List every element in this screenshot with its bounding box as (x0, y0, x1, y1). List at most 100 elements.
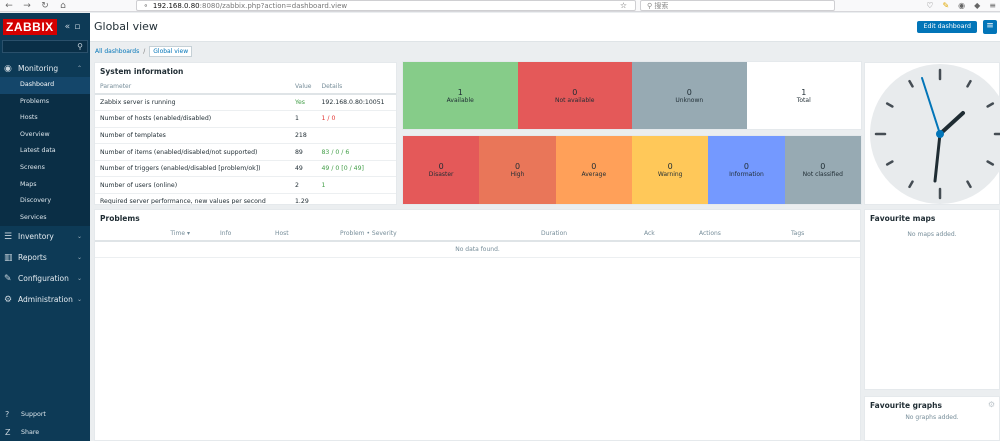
clock-tick (908, 180, 914, 189)
tile-not-available[interactable]: 0 Not available (517, 62, 632, 129)
monitoring-submenu: Dashboard Problems Hosts Overview Latest… (0, 77, 90, 227)
tile-unknown[interactable]: 0 Unknown (632, 62, 747, 129)
record-icon[interactable]: ◉ (958, 1, 966, 10)
empty-message: No graphs added. (905, 414, 959, 421)
column-header-time[interactable]: Time ▾ (95, 227, 215, 242)
clock-hour-hand (938, 111, 965, 136)
column-header: Tags (786, 227, 860, 242)
zabbix-logo[interactable]: ZABBIX (3, 18, 57, 35)
search-icon[interactable]: ⚲ (77, 42, 83, 51)
table-row: Number of items (enabled/disabled/not su… (95, 143, 396, 161)
clock-tick (966, 79, 972, 88)
tile-not-classified[interactable]: 0 Not classified (784, 136, 861, 204)
menu-monitoring[interactable]: ◉ Monitoring ⌃ (4, 63, 82, 74)
support-link[interactable]: ? Support (5, 409, 46, 419)
sidebar: ZABBIX « ▫ ⚲ ◉ Monitoring ⌃ Dashboard Pr… (0, 13, 90, 441)
addon-icon[interactable]: ◆ (974, 1, 981, 10)
widget-title: Favourite graphs (870, 401, 942, 410)
problems-table: Time ▾ Info Host Problem • Severity Dura… (95, 227, 860, 242)
breadcrumb-all-dashboards[interactable]: All dashboards (95, 47, 140, 55)
dashboard-actions-menu-icon[interactable]: ≡ (983, 20, 997, 34)
main-content: Global view Edit dashboard ≡ All dashboa… (90, 13, 1000, 441)
back-icon[interactable]: ← (5, 0, 13, 11)
widget-title: System information (100, 67, 184, 76)
menu-icon[interactable]: ≡ (989, 1, 996, 10)
breadcrumb: All dashboards / Global view (90, 43, 193, 59)
support-icon: ? (5, 409, 10, 419)
menu-item-overview[interactable]: Overview (20, 130, 50, 138)
clock-widget (864, 62, 1000, 205)
menu-item-latest-data[interactable]: Latest data (20, 147, 56, 155)
extension-icon[interactable]: ✎ (942, 1, 950, 10)
clock-center (936, 130, 944, 138)
table-row: Zabbix server is running Yes 192.168.0.8… (95, 94, 396, 112)
system-information-widget: System information Parameter Value Detai… (94, 62, 397, 205)
widget-title: Problems (100, 214, 140, 223)
menu-item-services[interactable]: Services (20, 213, 47, 221)
clock-dial (870, 64, 1000, 204)
menu-administration[interactable]: ⚙ Administration ⌄ (4, 294, 82, 305)
chevron-down-icon: ⌄ (76, 275, 82, 283)
menu-item-discovery[interactable]: Discovery (20, 197, 52, 205)
menu-item-problems[interactable]: Problems (20, 97, 50, 105)
table-row: Number of hosts (enabled/disabled) 1 1 /… (95, 110, 396, 128)
edit-dashboard-button[interactable]: Edit dashboard (917, 21, 977, 33)
clock-tick (885, 102, 894, 108)
menu-item-hosts[interactable]: Hosts (20, 114, 38, 122)
menu-reports[interactable]: ▥ Reports ⌄ (4, 252, 82, 263)
lock-icon: ⚬ (143, 1, 149, 10)
clock-minute-hand (933, 132, 942, 183)
column-header: Ack (639, 227, 694, 242)
column-header: Duration (536, 227, 639, 242)
chevron-up-icon: ⌃ (76, 65, 82, 72)
forward-icon[interactable]: → (23, 0, 31, 11)
clock-tick (908, 79, 914, 88)
menu-item-dashboard[interactable]: Dashboard (0, 77, 90, 94)
tile-average[interactable]: 0 Average (555, 136, 632, 204)
collapse-sidebar-icon[interactable]: « (64, 21, 71, 32)
reload-icon[interactable]: ↻ (41, 0, 49, 11)
no-data-message: No data found. (95, 242, 860, 258)
tile-available[interactable]: 1 Available (403, 62, 518, 129)
pocket-icon[interactable]: ♡ (926, 1, 934, 10)
logo-row: ZABBIX « ▫ (0, 13, 90, 40)
sidebar-search-input[interactable]: ⚲ (2, 40, 88, 53)
share-link[interactable]: Z Share (5, 427, 40, 437)
column-header: Value (290, 80, 317, 95)
eye-icon: ◉ (4, 63, 12, 74)
clock-tick (986, 102, 995, 108)
tile-information[interactable]: 0 Information (708, 136, 785, 204)
url-bar[interactable]: ⚬ 192.168.0.80:8080/zabbix.php?action=da… (136, 0, 636, 11)
breadcrumb-current[interactable]: Global view (149, 45, 193, 57)
url-path: :8080/zabbix.php?action=dashboard.view (199, 1, 348, 10)
column-header: Details (316, 80, 396, 95)
home-icon[interactable]: ⌂ (60, 0, 66, 11)
sidebar-bottom: ? Support Z Share (0, 405, 90, 441)
chart-icon: ▥ (4, 252, 13, 263)
clock-face (870, 64, 1000, 204)
menu-inventory[interactable]: ☰ Inventory ⌄ (4, 231, 82, 242)
tile-high[interactable]: 0 High (479, 136, 556, 204)
tile-disaster[interactable]: 0 Disaster (403, 136, 480, 204)
chevron-down-icon: ⌄ (76, 296, 82, 304)
menu-item-maps[interactable]: Maps (20, 180, 37, 188)
column-header: Problem • Severity (335, 227, 536, 242)
share-icon: Z (5, 427, 11, 437)
main-menu: ◉ Monitoring ⌃ Dashboard Problems Hosts … (0, 60, 90, 310)
table-row: Required server performance, new values … (95, 193, 396, 204)
table-row: Number of users (online) 2 1 (95, 176, 396, 195)
widget-title: Favourite maps (870, 214, 936, 223)
table-row: Number of triggers (enabled/disabled [pr… (95, 160, 396, 178)
kiosk-sidebar-icon[interactable]: ▫ (74, 21, 81, 32)
tile-warning[interactable]: 0 Warning (631, 136, 709, 204)
gear-icon[interactable]: ⚙ (987, 400, 995, 409)
tile-total[interactable]: 1 Total (746, 62, 861, 129)
url-host: 192.168.0.80 (152, 1, 200, 10)
chevron-down-icon: ⌄ (76, 233, 82, 241)
browser-search-input[interactable]: ⚲ 搜索 (640, 0, 835, 11)
column-header: Parameter (95, 80, 290, 95)
menu-configuration[interactable]: ✎ Configuration ⌄ (4, 273, 82, 284)
bookmark-star-icon[interactable]: ☆ (619, 1, 627, 10)
clock-tick (986, 160, 995, 166)
menu-item-screens[interactable]: Screens (20, 163, 45, 171)
